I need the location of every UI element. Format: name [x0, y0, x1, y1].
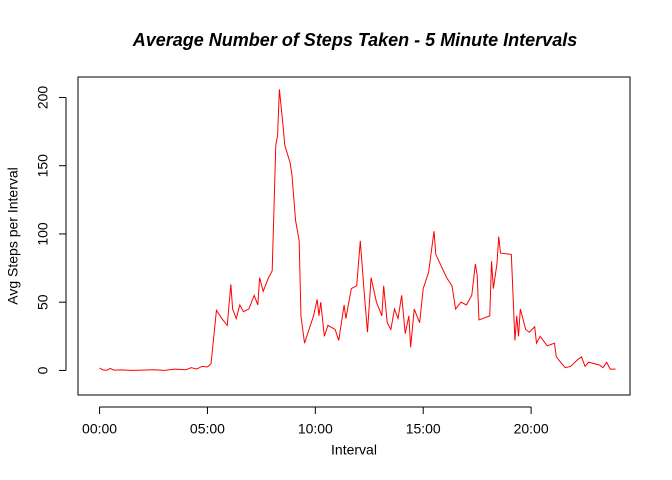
plot-frame [77, 76, 631, 396]
chart-title: Average Number of Steps Taken - 5 Minute… [132, 30, 577, 50]
x-tick-label: 15:00 [406, 421, 441, 437]
y-tick-label: 0 [35, 366, 51, 374]
x-tick-label: 05:00 [190, 421, 225, 437]
x-tick-label: 00:00 [82, 421, 117, 437]
x-tick-label: 20:00 [514, 421, 549, 437]
x-axis-label: Interval [331, 442, 377, 458]
y-tick-label: 50 [35, 294, 51, 310]
y-tick-label: 200 [35, 86, 51, 110]
x-tick-label: 10:00 [298, 421, 333, 437]
y-axis-label: Avg Steps per Interval [5, 167, 21, 304]
y-tick-label: 100 [35, 222, 51, 246]
data-line [99, 89, 616, 371]
y-tick-label: 150 [35, 154, 51, 178]
